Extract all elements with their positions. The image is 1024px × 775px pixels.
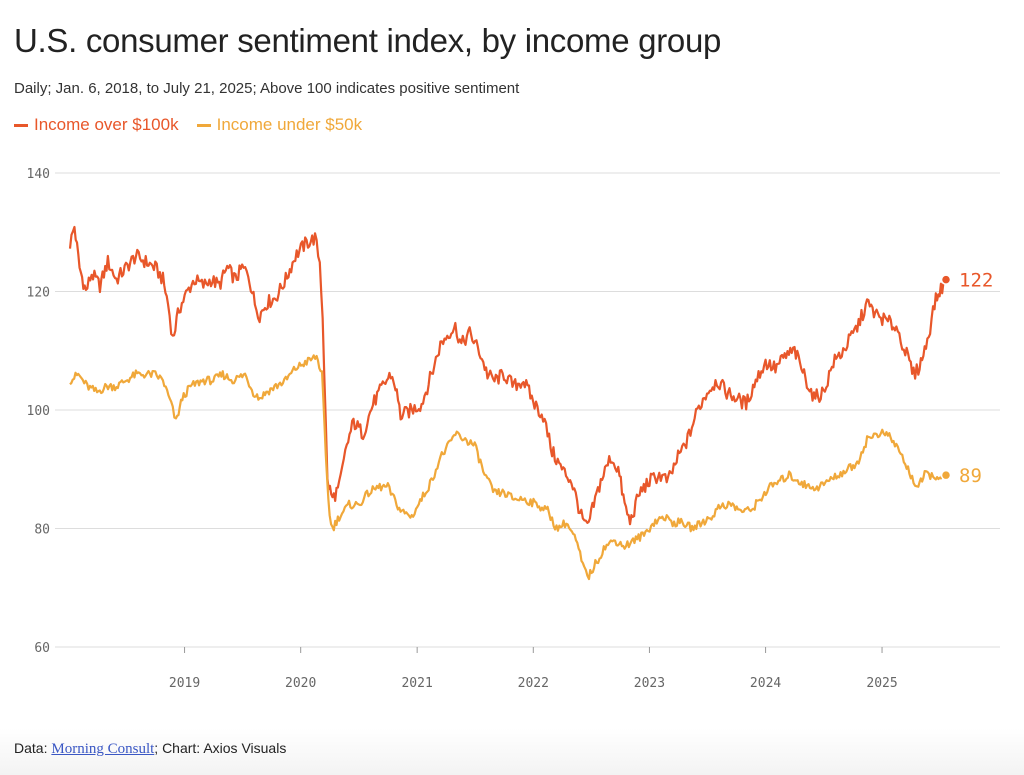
x-tick-label-2025: 2025 <box>866 676 897 691</box>
legend-label-low-income: Income under $50k <box>216 115 363 134</box>
x-tick-label-2019: 2019 <box>169 676 200 691</box>
x-tick-label-2021: 2021 <box>401 676 432 691</box>
x-tick-label-2020: 2020 <box>285 676 316 691</box>
series-end-dot-1 <box>940 469 952 481</box>
source-link[interactable]: Morning Consult <box>51 741 155 757</box>
legend-label-high-income: Income over $100k <box>34 115 179 134</box>
legend-item-high-income: Income over $100k <box>14 115 179 135</box>
y-tick-label-60: 60 <box>34 641 50 656</box>
series-end-label-0: 122 <box>959 270 993 292</box>
legend: Income over $100k Income under $50k <box>14 115 362 135</box>
footer-prefix: Data: <box>14 740 52 756</box>
series-end-label-1: 89 <box>959 465 982 487</box>
chart-title: U.S. consumer sentiment index, by income… <box>14 22 722 59</box>
x-tick-label-2023: 2023 <box>634 676 665 691</box>
legend-item-low-income: Income under $50k <box>196 115 363 135</box>
y-tick-label-120: 120 <box>27 286 50 301</box>
legend-swatch-low-income <box>196 123 211 127</box>
x-tick-label-2022: 2022 <box>518 676 549 691</box>
tick-labels: 140 120 100 80 60 2019 2020 2021 2022 2023 2024 202… <box>27 167 994 691</box>
legend-swatch-high-income <box>14 123 28 127</box>
line-chart: 140 120 100 80 60 2019 2020 2021 2022 2023 2024 202… <box>27 167 1000 691</box>
series-lines <box>68 225 952 581</box>
y-tick-label-140: 140 <box>27 167 50 182</box>
y-tick-label-80: 80 <box>34 523 50 538</box>
chart-subtitle: Daily; Jan. 6, 2018, to July 21, 2025; A… <box>14 80 520 97</box>
footer-background <box>0 728 1024 775</box>
grid <box>55 172 1000 653</box>
series-line-0 <box>68 225 947 526</box>
footer-suffix: ; Chart: Axios Visuals <box>154 740 287 756</box>
series-end-dot-0 <box>940 274 952 285</box>
footer: Data: Morning Consult; Chart: Axios Visu… <box>14 740 286 758</box>
x-tick-label-2024: 2024 <box>750 676 781 691</box>
y-tick-label-100: 100 <box>27 404 50 419</box>
series-line-1 <box>69 354 947 581</box>
